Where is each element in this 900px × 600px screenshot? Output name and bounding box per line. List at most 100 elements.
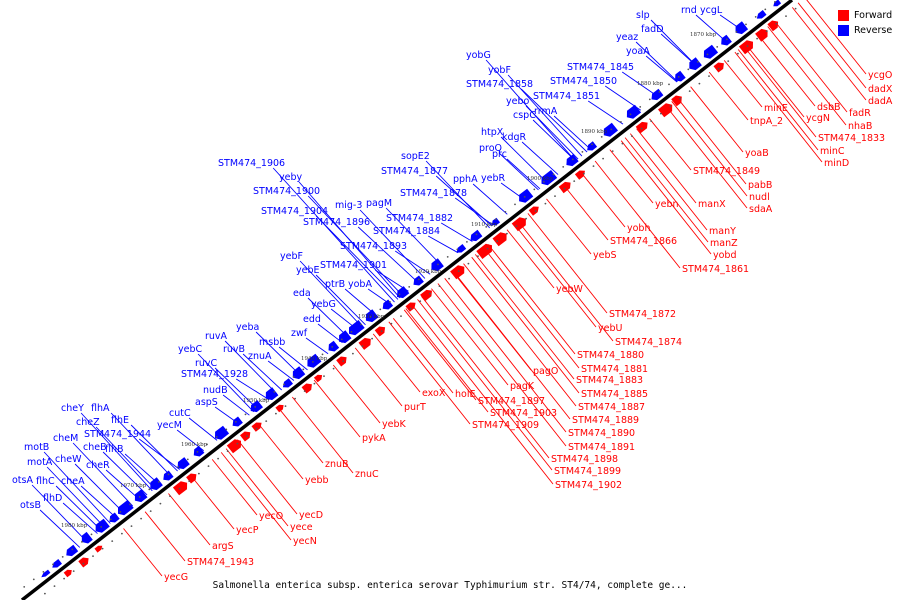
gene-label-znuc: znuC bbox=[355, 469, 379, 480]
forward-dot bbox=[611, 150, 614, 153]
reverse-dot bbox=[23, 586, 26, 588]
reverse-dot bbox=[600, 136, 603, 138]
reverse-leader-line bbox=[130, 424, 178, 472]
forward-swatch bbox=[838, 10, 849, 21]
forward-dot bbox=[708, 75, 710, 77]
forward-leader-line bbox=[609, 149, 654, 204]
reverse-leader-line bbox=[521, 141, 559, 175]
forward-dot bbox=[72, 570, 75, 572]
reverse-dot bbox=[244, 413, 247, 416]
reverse-leader-line bbox=[80, 485, 118, 519]
reverse-dot bbox=[312, 361, 314, 363]
reverse-leader-line bbox=[506, 158, 541, 190]
gene-label-yecg: yecG bbox=[164, 572, 188, 583]
gene-label-ruva: ruvA bbox=[205, 331, 228, 342]
gene-label-stm474-1901: STM474_1901 bbox=[320, 260, 387, 271]
reverse-gene-arrow bbox=[250, 400, 263, 413]
forward-dot bbox=[101, 547, 104, 550]
forward-leader-line bbox=[257, 423, 304, 480]
gene-label-exox: exoX bbox=[422, 388, 446, 399]
forward-dot bbox=[371, 337, 373, 340]
forward-leader-line bbox=[513, 223, 597, 328]
gene-label-edd: edd bbox=[303, 314, 321, 325]
forward-leader-line bbox=[774, 20, 848, 113]
reverse-gene-arrow bbox=[81, 531, 93, 544]
forward-leader-line bbox=[791, 7, 867, 101]
kbp-tick: 1870 kbp bbox=[690, 32, 717, 38]
forward-leader-line bbox=[671, 101, 748, 197]
reverse-leader-line bbox=[425, 160, 491, 229]
forward-dot bbox=[477, 255, 479, 257]
reverse-gene-arrow bbox=[95, 518, 110, 533]
gene-label-mine: minE bbox=[764, 103, 788, 114]
reverse-dot bbox=[90, 533, 93, 536]
gene-label-cutc: cutC bbox=[169, 408, 191, 419]
reverse-dot bbox=[61, 556, 64, 558]
reverse-leader-line bbox=[43, 451, 111, 524]
reverse-gene-arrow bbox=[163, 470, 174, 481]
forward-leader-line bbox=[313, 379, 361, 438]
reverse-leader-line bbox=[222, 394, 250, 416]
forward-leader-line bbox=[708, 71, 749, 121]
reverse-leader-line bbox=[472, 183, 508, 215]
forward-leader-line bbox=[742, 45, 817, 138]
forward-dot bbox=[467, 262, 470, 265]
forward-dot bbox=[554, 195, 556, 198]
kbp-tick: 1900 kbp bbox=[527, 176, 554, 182]
legend-reverse: Reverse bbox=[838, 23, 892, 38]
forward-dot bbox=[400, 315, 402, 317]
reverse-dot bbox=[446, 256, 449, 258]
reverse-dot bbox=[32, 578, 35, 581]
forward-leader-line bbox=[278, 407, 324, 464]
reverse-gene-arrow bbox=[651, 88, 664, 101]
gene-label-yecn: yecN bbox=[293, 536, 317, 547]
forward-dot bbox=[246, 435, 248, 437]
reverse-leader-line bbox=[31, 484, 88, 543]
gene-label-chew: cheW bbox=[55, 454, 82, 465]
forward-dot bbox=[592, 165, 595, 168]
reverse-dot bbox=[774, 1, 776, 3]
gene-label-mind: minD bbox=[824, 158, 849, 169]
gene-label-stm474-1885: STM474_1885 bbox=[581, 389, 648, 400]
reverse-leader-line bbox=[272, 167, 395, 303]
forward-dot bbox=[178, 487, 181, 490]
reverse-dot bbox=[398, 293, 401, 296]
reverse-leader-line bbox=[138, 438, 180, 470]
forward-dot bbox=[169, 495, 171, 497]
forward-gene-arrow bbox=[186, 473, 197, 484]
gene-label-stm474-1896: STM474_1896 bbox=[303, 217, 370, 228]
reverse-dot bbox=[697, 61, 699, 63]
forward-leader-line bbox=[624, 137, 709, 243]
forward-gene-arrow bbox=[275, 404, 284, 413]
forward-gene-arrow bbox=[313, 374, 323, 383]
forward-gene-arrow bbox=[420, 289, 432, 302]
reverse-gene-arrow bbox=[109, 512, 120, 523]
gene-label-proq: proQ bbox=[479, 143, 502, 154]
gene-label-stm474-1850: STM474_1850 bbox=[550, 76, 617, 87]
forward-leader-line bbox=[563, 185, 609, 241]
kbp-tick: 1940 kbp bbox=[301, 356, 328, 362]
reverse-leader-line bbox=[95, 426, 156, 490]
reverse-gene-arrow bbox=[689, 57, 702, 71]
reverse-gene-arrow bbox=[735, 21, 749, 35]
reverse-dot bbox=[379, 308, 382, 311]
reverse-leader-line bbox=[315, 274, 366, 326]
reverse-dot bbox=[533, 188, 536, 191]
gene-label-yece: yece bbox=[290, 522, 313, 533]
forward-dot bbox=[140, 517, 143, 520]
kbp-tick: 1950 kbp bbox=[243, 398, 270, 404]
reverse-dot bbox=[109, 518, 112, 521]
reverse-leader-line bbox=[440, 222, 473, 242]
gene-label-pago: pagO bbox=[533, 366, 558, 377]
gene-label-yeby: yeby bbox=[279, 172, 302, 183]
reverse-dot bbox=[514, 203, 516, 206]
forward-leader-line bbox=[291, 396, 354, 474]
reverse-dot bbox=[562, 166, 565, 168]
gene-label-yobg: yobG bbox=[466, 50, 491, 61]
gene-label-yebf: yebF bbox=[280, 251, 303, 262]
kbp-tick: 1970 kbp bbox=[120, 483, 147, 489]
forward-leader-line bbox=[168, 493, 211, 546]
legend-forward-label: Forward bbox=[854, 10, 893, 21]
reverse-dot bbox=[360, 323, 362, 326]
forward-dot bbox=[534, 210, 537, 213]
